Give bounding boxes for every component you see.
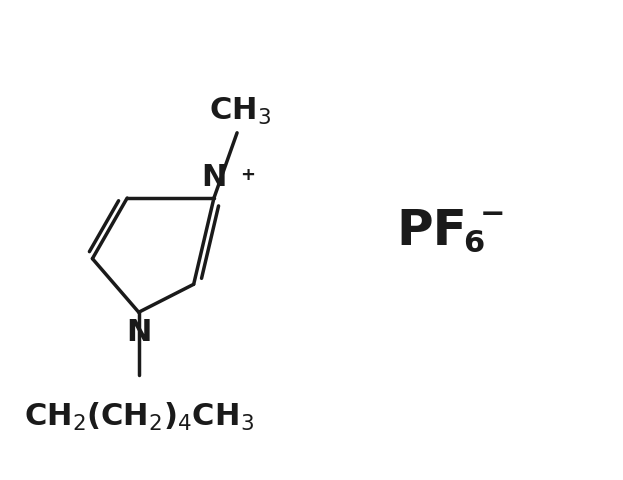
Text: CH$_3$: CH$_3$ <box>209 96 271 127</box>
Text: +: + <box>240 166 255 184</box>
Text: 6: 6 <box>463 229 484 258</box>
Text: PF: PF <box>396 207 467 255</box>
Text: −: − <box>480 200 506 229</box>
Text: N: N <box>126 318 151 347</box>
Text: N: N <box>201 164 227 192</box>
Text: CH$_2$(CH$_2$)$_4$CH$_3$: CH$_2$(CH$_2$)$_4$CH$_3$ <box>24 401 254 433</box>
